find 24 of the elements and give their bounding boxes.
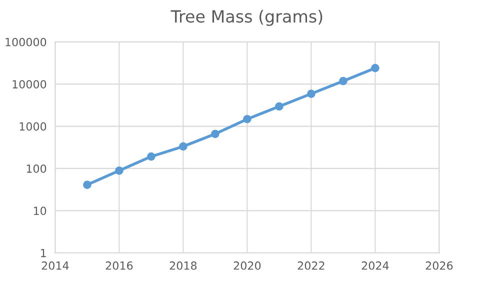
x-tick-label: 2020 [234,261,261,270]
point [307,90,316,98]
y-tick-label: 100000 [6,38,46,46]
x-tick-label: 2018 [170,261,197,270]
point [115,166,124,175]
point [275,102,284,111]
point [83,180,92,189]
chart-title: Tree Mass (grams) [170,10,322,26]
x-tick-label: 2024 [362,261,389,270]
y-tick-label: 1 [41,248,46,258]
point [211,130,220,138]
point [371,64,380,72]
point [243,114,252,124]
y-tick-label: 10000 [12,80,46,88]
point [339,76,348,86]
x-tick-label: 2014 [42,261,69,270]
y-tick-label: 1000 [20,122,46,131]
x-tick-label: 2016 [106,261,133,270]
x-tick-label: 2026 [426,261,453,270]
point [147,152,156,161]
y-tick-label: 100 [26,164,46,173]
point [179,142,188,151]
y-tick-label: 10 [34,206,46,216]
x-tick-label: 2022 [298,261,324,270]
